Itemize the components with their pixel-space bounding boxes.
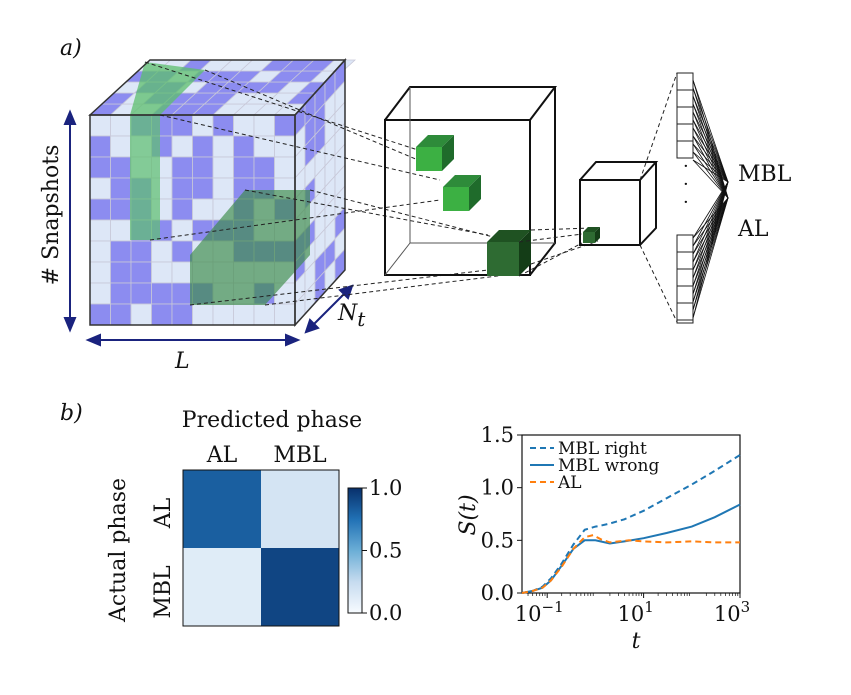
confusion-cell xyxy=(261,548,339,626)
dense-layer xyxy=(676,72,694,324)
confusion-title: Predicted phase xyxy=(182,408,362,433)
snapshot-cube xyxy=(88,58,357,327)
flatten-lines xyxy=(639,72,678,323)
feature-block-3 xyxy=(487,230,531,276)
colorbar-tick-label: 1.0 xyxy=(369,476,402,500)
colorbar-tick-label: 0.5 xyxy=(369,539,402,563)
dense-ellipsis-3: · xyxy=(683,192,689,213)
chart-ylabel: S(t) xyxy=(456,494,481,535)
dense-neuron xyxy=(676,106,694,125)
dense-neuron xyxy=(676,234,694,253)
confusion-matrix xyxy=(182,469,340,627)
confusion-ylabel: Actual phase xyxy=(106,478,131,623)
x-tick-label: 10−1 xyxy=(515,598,564,626)
y-tick-label: 0.0 xyxy=(481,581,514,605)
feature-block-2 xyxy=(443,175,481,211)
chart-xlabel: t xyxy=(632,629,641,654)
legend-label: MBL wrong xyxy=(558,456,659,476)
pooled-cube xyxy=(579,161,659,246)
dense-neuron xyxy=(676,302,694,321)
size-label: L xyxy=(174,349,190,374)
dense-neuron xyxy=(676,89,694,108)
legend-label: AL xyxy=(557,473,582,493)
series-line xyxy=(521,454,741,594)
confusion-col-label-al: AL xyxy=(206,443,238,468)
confusion-cell xyxy=(261,470,339,548)
series-line xyxy=(521,534,740,594)
snapshots-label: # Snapshots xyxy=(39,145,64,286)
y-tick-label: 1.5 xyxy=(481,423,514,447)
output-mbl: MBL xyxy=(738,162,792,187)
colorbar xyxy=(347,487,363,614)
kernel-highlight-front xyxy=(130,115,160,240)
snapshots-axis xyxy=(63,109,77,333)
dense-neuron xyxy=(676,268,694,287)
feature-block-1 xyxy=(416,135,454,171)
dense-connections xyxy=(692,79,729,319)
confusion-cell xyxy=(183,470,261,548)
dense-ellipsis-1: · xyxy=(683,156,689,177)
panel-a-label: a) xyxy=(60,36,82,61)
feature-cube xyxy=(384,86,558,276)
pooled-block xyxy=(583,227,600,243)
x-tick-label: 103 xyxy=(714,598,750,626)
projection-lines-1 xyxy=(144,61,506,306)
time-label: Nt xyxy=(337,301,366,331)
panel-b-label: b) xyxy=(60,401,83,426)
colorbar-ticks: 1.0 0.5 0.0 xyxy=(362,476,402,625)
series-line xyxy=(521,503,741,594)
confusion-cell xyxy=(183,548,261,626)
dense-neuron xyxy=(676,72,694,91)
dense-neuron xyxy=(676,251,694,270)
x-tick-label: 101 xyxy=(617,598,653,626)
dense-neuron xyxy=(676,123,694,142)
colorbar-tick-label: 0.0 xyxy=(369,601,402,625)
legend-label: MBL right xyxy=(558,439,647,459)
y-tick-label: 1.0 xyxy=(481,476,514,500)
size-axis xyxy=(85,333,301,347)
y-tick-label: 0.5 xyxy=(481,528,514,552)
dense-ellipsis-2: · xyxy=(683,174,689,195)
confusion-row-label-al: AL xyxy=(151,497,176,529)
dense-neuron xyxy=(676,285,694,304)
chart-frame xyxy=(521,434,741,594)
confusion-col-label-mbl: MBL xyxy=(273,443,327,468)
kernel-highlight-diag xyxy=(190,190,310,305)
output-al: AL xyxy=(737,217,769,242)
confusion-row-label-mbl: MBL xyxy=(151,565,176,619)
